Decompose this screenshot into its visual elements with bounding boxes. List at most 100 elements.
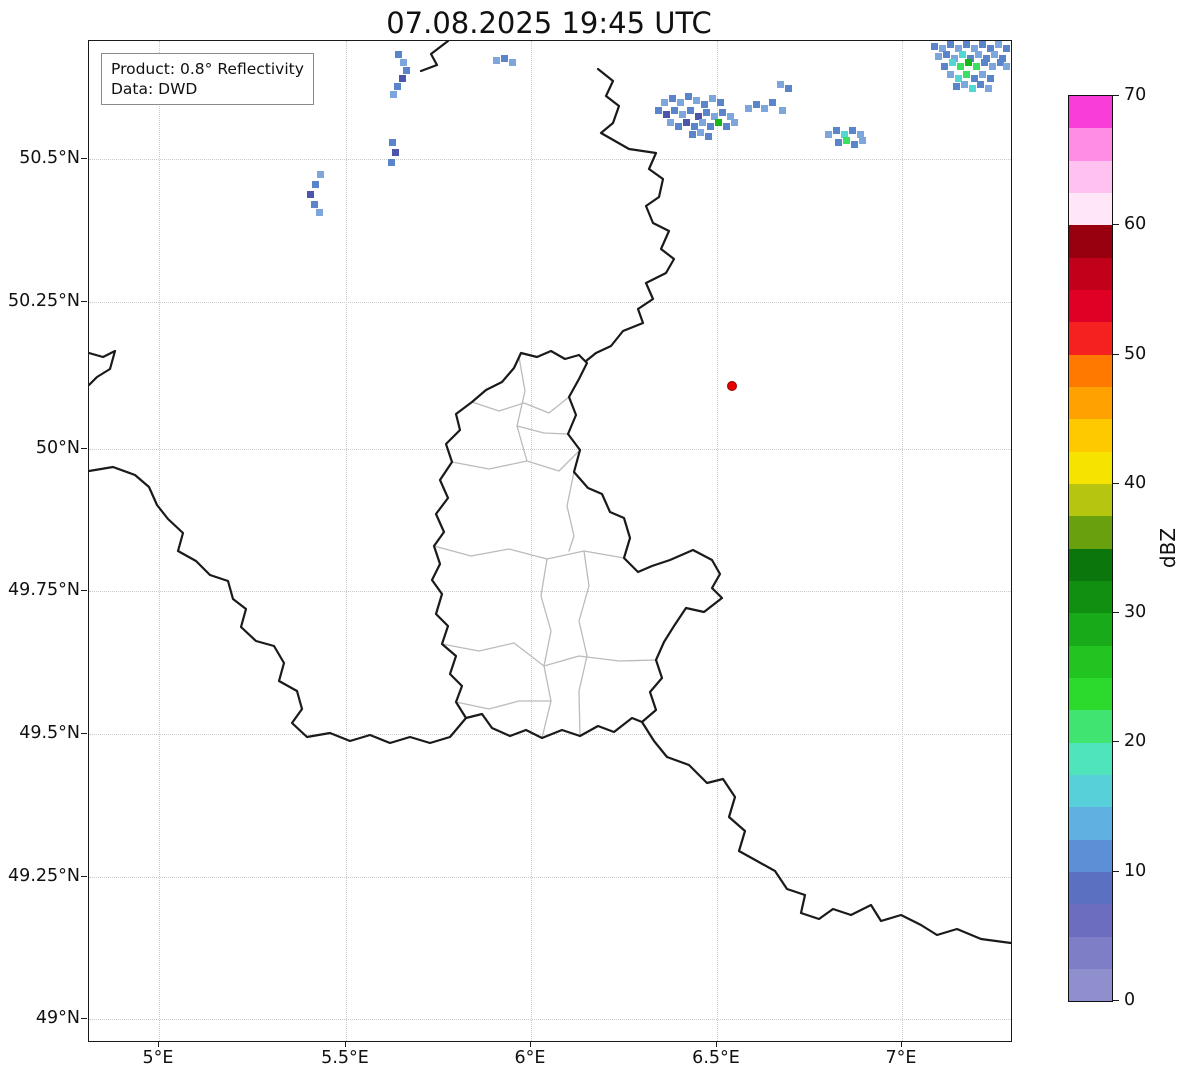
gridline-vertical — [531, 41, 532, 1041]
radar-echo-cell — [395, 51, 402, 58]
radar-echo-cell — [965, 59, 972, 66]
colorbar-tick-label: 60 — [1124, 214, 1147, 235]
y-axis-tick-labels: 50.5°N 50.25°N 50°N 49.75°N 49.5°N 49.25°N 49°… — [0, 40, 80, 1040]
radar-echo-cell — [683, 119, 690, 126]
colorbar-segment — [1069, 192, 1112, 226]
radar-echo-cell — [967, 55, 974, 62]
colorbar-tick-mark — [1113, 482, 1119, 484]
radar-echo-cell — [307, 191, 314, 198]
x-tick-mark — [716, 1041, 717, 1047]
x-tick-mark — [901, 1041, 902, 1047]
colorbar-segment — [1069, 742, 1112, 775]
radar-echo-cell — [745, 105, 752, 112]
radar-echo-cell — [723, 123, 730, 130]
radar-echo-cell — [951, 55, 958, 62]
radar-echo-cell — [991, 51, 998, 58]
radar-echo-cell — [400, 59, 407, 66]
radar-echo-cell — [753, 101, 760, 108]
y-tick-mark — [81, 448, 87, 449]
y-tick-label: 50.25°N — [8, 291, 80, 311]
radar-echo-cell — [675, 123, 682, 130]
radar-echo-cell — [835, 139, 842, 146]
radar-echo-cell — [715, 119, 722, 126]
gridline-horizontal — [89, 1019, 1011, 1020]
radar-echo-cell — [761, 105, 768, 112]
colorbar-segment — [1069, 710, 1112, 743]
radar-echo-cell — [841, 131, 848, 138]
radar-echo-cell — [935, 53, 942, 60]
canton-borders — [433, 356, 657, 739]
radar-echo-cell — [941, 63, 948, 70]
radar-echo-cell — [959, 51, 966, 58]
map-plot-area: Product: 0.8° Reflectivity Data: DWD — [88, 40, 1012, 1042]
y-tick-mark — [81, 590, 87, 591]
radar-echo-cell — [687, 107, 694, 114]
radar-echo-cell — [727, 113, 734, 120]
radar-echo-cell — [389, 139, 396, 146]
radar-echo-cell — [973, 63, 980, 70]
radar-echo-cell — [1003, 45, 1010, 52]
colorbar-tick-mark — [1113, 353, 1119, 355]
radar-echo-cell — [403, 67, 410, 74]
colorbar-tick-label: 40 — [1124, 472, 1147, 493]
radar-echo-cell — [311, 201, 318, 208]
radar-echo-cell — [851, 141, 858, 148]
radar-echo-cell — [509, 59, 516, 66]
colorbar-segment — [1069, 839, 1112, 872]
radar-echo-cell — [931, 43, 938, 50]
colorbar-segment — [1069, 419, 1112, 452]
colorbar-segment — [1069, 677, 1112, 711]
radar-echo-cell — [825, 131, 832, 138]
radar-echo-cell — [501, 55, 508, 62]
radar-echo-cell — [717, 99, 724, 106]
radar-echo-cell — [705, 133, 712, 140]
gridline-vertical — [346, 41, 347, 1041]
radar-echo-cell — [989, 63, 996, 70]
colorbar-segment — [1069, 322, 1112, 355]
radar-echo-cell — [671, 107, 678, 114]
map-borders — [89, 41, 1011, 945]
radar-echo-cell — [711, 113, 718, 120]
radar-echo-cell — [947, 41, 954, 48]
radar-echo-cell — [693, 97, 700, 104]
colorbar-segment — [1069, 96, 1112, 129]
x-tick-mark — [345, 1041, 346, 1047]
colorbar — [1068, 95, 1113, 1002]
radar-echo-cell — [997, 59, 1004, 66]
colorbar-segment — [1069, 904, 1112, 937]
radar-echo-cell — [392, 149, 399, 156]
radar-echo-cell — [709, 95, 716, 102]
y-tick-mark — [81, 733, 87, 734]
colorbar-tick-label: 30 — [1124, 602, 1147, 623]
product-info-box: Product: 0.8° Reflectivity Data: DWD — [101, 53, 314, 106]
gridline-vertical — [717, 41, 718, 1041]
radar-echo-cell — [695, 113, 702, 120]
x-tick-label: 6°E — [514, 1048, 546, 1068]
colorbar-segment — [1069, 774, 1112, 808]
colorbar-tick-mark — [1113, 224, 1119, 226]
location-marker-dot — [727, 381, 737, 391]
colorbar-segment — [1069, 580, 1112, 614]
y-tick-label: 49.75°N — [8, 580, 80, 600]
x-tick-mark — [530, 1041, 531, 1047]
figure-title: 07.08.2025 19:45 UTC — [386, 6, 712, 40]
x-tick-label: 5°E — [142, 1048, 174, 1068]
radar-echo-cell — [667, 119, 674, 126]
radar-echo-cell — [685, 93, 692, 100]
radar-echo-cell — [785, 85, 792, 92]
radar-echo-cell — [677, 99, 684, 106]
x-axis-tick-labels: 5°E 5.5°E 6°E 6.5°E 7°E — [88, 1048, 1010, 1072]
x-tick-label: 6.5°E — [692, 1048, 740, 1068]
radar-echo-cell — [699, 119, 706, 126]
colorbar-tick-mark — [1113, 1000, 1119, 1001]
colorbar-tick-mark — [1113, 741, 1119, 743]
radar-echo-cell — [663, 111, 670, 118]
radar-echo-cell — [969, 85, 976, 92]
colorbar-tick-label: 0 — [1124, 990, 1136, 1010]
radar-echo-cell — [987, 75, 994, 82]
radar-echo-cell — [697, 129, 704, 136]
x-tick-mark — [158, 1041, 159, 1047]
radar-echo-cell — [949, 59, 956, 66]
radar-echo-cell — [390, 91, 397, 98]
